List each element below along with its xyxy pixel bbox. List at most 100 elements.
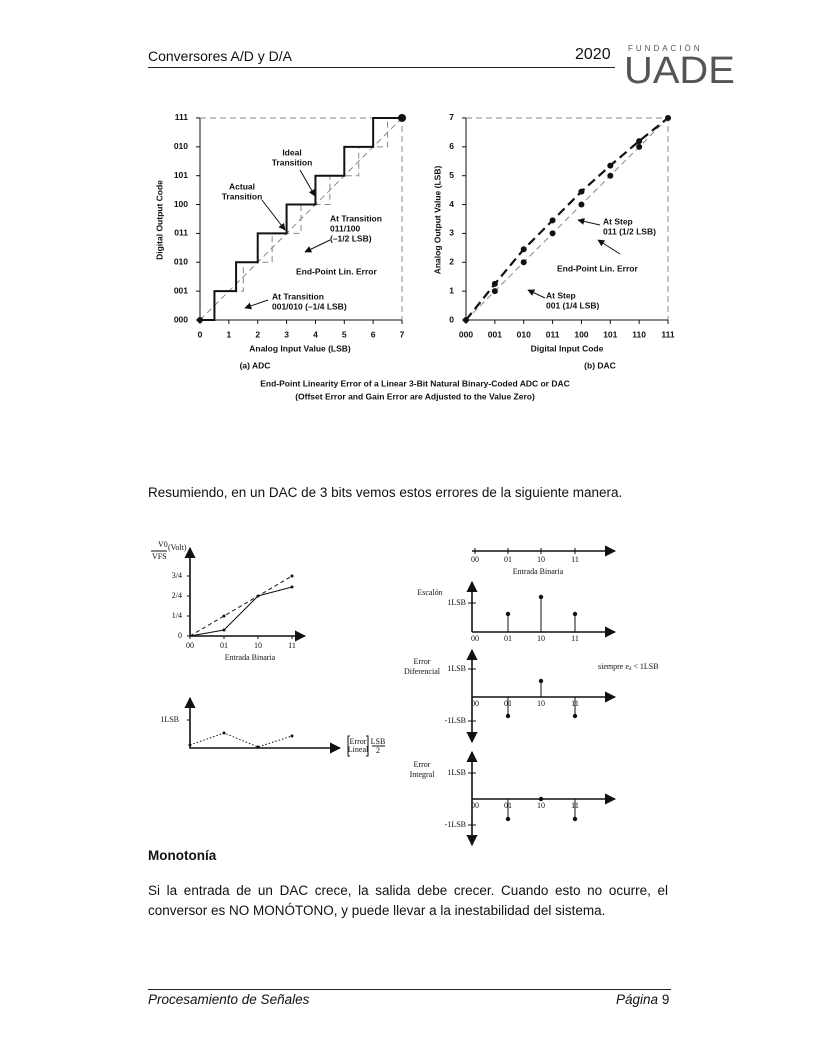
dot [578, 188, 585, 195]
ideal-line [189, 575, 293, 637]
label: End-Point Lin. Error [296, 266, 377, 276]
label: 000 [174, 314, 188, 324]
label: 01 [504, 555, 512, 564]
label: 6 [371, 329, 376, 339]
label: 00 [186, 641, 194, 650]
arrow [597, 239, 621, 255]
label: Integral [410, 770, 436, 779]
label: 00 [471, 555, 479, 564]
logo-top: FUNDACIÓN [628, 44, 703, 53]
label: 10 [537, 555, 545, 564]
dot [463, 317, 469, 323]
label: (a) ADC [240, 360, 271, 370]
label: At Transition [330, 213, 382, 223]
arrow [261, 199, 286, 231]
arrow [527, 289, 546, 299]
label: VFS [152, 552, 167, 561]
label: Transition [272, 157, 313, 167]
label: 010 [174, 257, 188, 267]
dot [491, 288, 498, 295]
label: 3 [449, 228, 454, 238]
dot [636, 138, 643, 145]
label: 2 [376, 746, 380, 755]
label: Actual [229, 181, 255, 191]
ideal-staircase [200, 117, 403, 321]
actual-staircase [200, 116, 403, 321]
label: Entrada Binaria [513, 567, 564, 576]
header-title: Conversores A/D y D/A [148, 48, 292, 64]
label: 11 [571, 555, 579, 564]
dot [290, 734, 294, 738]
label: 11 [288, 641, 296, 650]
dot [222, 731, 226, 735]
paragraph-line: conversor es NO MONÓTONO, y puede llevar… [148, 903, 606, 918]
label: Error [414, 760, 431, 769]
dot [290, 585, 294, 589]
note-text: < 1LSB [631, 662, 658, 671]
paragraph-line: Si la entrada de un DAC crece, la salida… [148, 883, 668, 898]
footer-rule [148, 989, 671, 990]
label: 100 [174, 199, 188, 209]
axis [184, 546, 307, 642]
dot [520, 246, 527, 253]
label: 10 [537, 801, 545, 810]
label: 3/4 [172, 571, 182, 580]
dot [398, 113, 407, 122]
dot [491, 280, 498, 287]
label: V0 [158, 540, 168, 549]
label: 00 [471, 699, 479, 708]
label: 0 [449, 314, 454, 324]
arrow [299, 169, 316, 197]
label: 1 [449, 285, 454, 295]
label: Transition [222, 191, 263, 201]
error-line [189, 732, 293, 748]
label: Escalón [417, 588, 442, 597]
label: 01 [504, 634, 512, 643]
label: 00 [471, 634, 479, 643]
footer-left: Procesamiento de Señales [148, 992, 310, 1007]
dot [607, 162, 614, 169]
dot [538, 678, 544, 684]
label: 011/100 [330, 223, 361, 233]
label: 11 [571, 634, 579, 643]
label: 7 [449, 112, 454, 122]
label: Lineal [348, 745, 369, 754]
header-rule [148, 67, 615, 68]
label: 2 [449, 257, 454, 267]
label: 6 [449, 141, 454, 151]
label: 1LSB [447, 768, 466, 777]
label: 111 [175, 112, 189, 122]
dot [520, 259, 527, 266]
label: Ideal [282, 147, 301, 157]
dot [505, 713, 511, 719]
label: At Transition [272, 291, 324, 301]
dot [549, 217, 556, 224]
dot [505, 611, 511, 617]
dot [636, 143, 643, 150]
bracket [347, 735, 350, 757]
logo: UADE [624, 50, 735, 92]
label: 0 [198, 329, 203, 339]
label: (Volt) [168, 543, 187, 552]
label: 1LSB [447, 598, 466, 607]
dot [572, 816, 578, 822]
label: 101 [174, 170, 188, 180]
arrow [577, 217, 601, 226]
dot [290, 574, 294, 578]
label: 4 [313, 329, 318, 339]
note-text: siempre e [598, 662, 629, 671]
label: 10 [537, 699, 545, 708]
dot [665, 114, 672, 121]
label: 4 [449, 199, 454, 209]
label: 111 [661, 329, 675, 339]
label: 5 [449, 170, 454, 180]
label: 2 [255, 329, 260, 339]
arrow [304, 239, 331, 253]
axis [184, 696, 342, 754]
label: 10 [254, 641, 262, 650]
label: 110 [632, 329, 646, 339]
dot [256, 745, 260, 749]
dot [538, 594, 544, 600]
